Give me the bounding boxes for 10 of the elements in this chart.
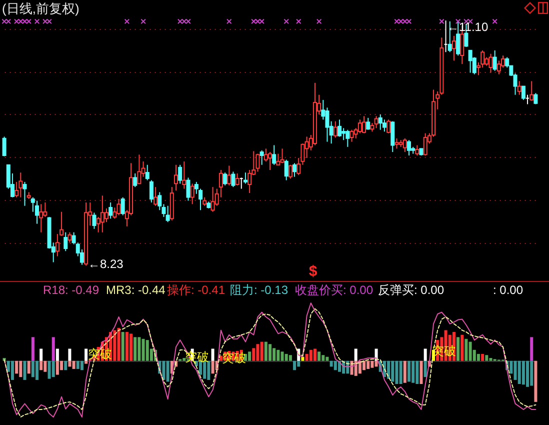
text: 阻力: -0.13 <box>230 283 288 297</box>
chart-title: (日线,前复权) <box>2 1 80 16</box>
text: R18: -0.49 <box>43 283 100 297</box>
text: 操作: -0.41 <box>167 283 226 297</box>
text: : 0.00 <box>493 283 524 297</box>
text: 反弹买: 0.00 <box>378 283 444 297</box>
text: 收盘价买: 0.00 <box>295 283 374 297</box>
annotation: ←8.23 <box>88 257 124 271</box>
text: MR3: -0.44 <box>106 283 166 297</box>
annotation: $ <box>308 263 318 280</box>
